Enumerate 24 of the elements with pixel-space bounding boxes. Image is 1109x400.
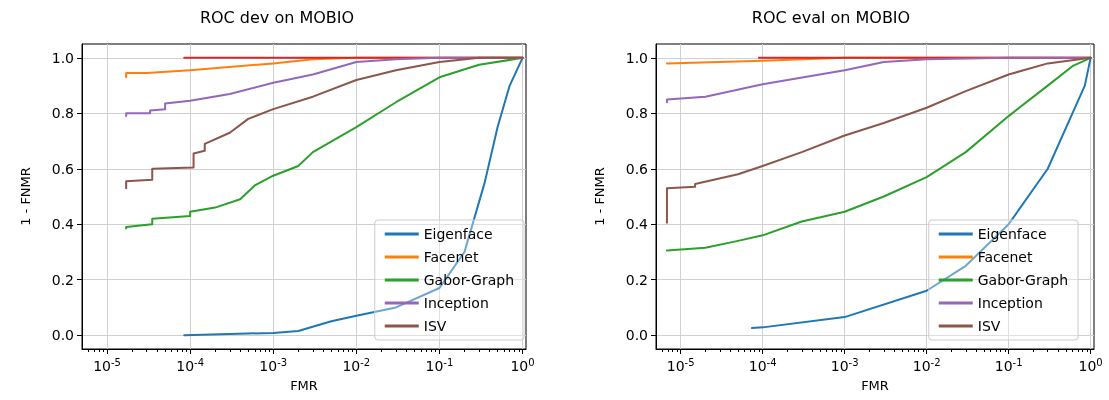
y-tick-label: 1.0 — [51, 49, 74, 66]
legend-label: Inception — [423, 295, 489, 311]
y-tick-label: 0.0 — [625, 327, 648, 344]
y-tick-label: 0.2 — [51, 271, 74, 288]
x-axis-title: FMR — [861, 378, 889, 393]
y-tick-label: 0.8 — [625, 105, 648, 122]
legend-label: ISV — [977, 318, 1001, 334]
y-tick-label: 0.4 — [51, 216, 75, 233]
chart-title: ROC dev on MOBIO — [199, 7, 355, 27]
chart-title: ROC eval on MOBIO — [751, 7, 911, 27]
x-axis-title: FMR — [290, 378, 318, 393]
y-tick-label: 1.0 — [625, 49, 648, 66]
y-tick-label: 0.4 — [625, 216, 649, 233]
legend-label: Facenet — [977, 249, 1033, 265]
y-axis-title: 1 - FNMR — [18, 167, 33, 226]
y-tick-label: 0.0 — [51, 327, 74, 344]
y-tick-label: 0.6 — [51, 160, 75, 177]
legend-label: Gabor-Graph — [977, 272, 1068, 288]
y-axis-title: 1 - FNMR — [592, 167, 607, 226]
y-tick-label: 0.2 — [625, 271, 648, 288]
legend-label: ISV — [423, 318, 447, 334]
legend-label: Inception — [977, 295, 1043, 311]
y-tick-label: 0.8 — [51, 105, 74, 122]
y-tick-label: 0.6 — [625, 160, 649, 177]
